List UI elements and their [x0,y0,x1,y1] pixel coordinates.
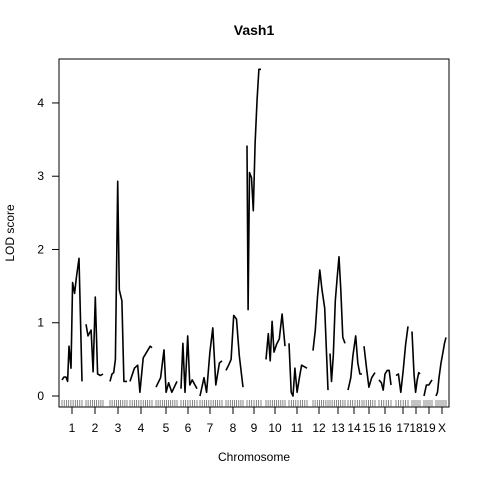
x-tick-label: 14 [347,421,361,435]
y-axis-label: LOD score [3,204,17,262]
x-tick-label: 5 [163,421,170,435]
x-axis-label: Chromosome [218,450,290,464]
y-tick-label: 1 [37,316,44,330]
x-tick-label: 10 [268,421,282,435]
x-tick-label: 8 [230,421,237,435]
x-tick-label: 15 [362,421,376,435]
x-tick-label: 17 [396,421,410,435]
y-tick-label: 4 [37,96,44,110]
x-tick-label: 16 [378,421,392,435]
x-tick-label: X [438,421,446,435]
x-tick-label: 12 [312,421,326,435]
x-tick-label: 7 [207,421,214,435]
chart-title: Vash1 [234,22,275,38]
x-tick-label: 9 [251,421,258,435]
x-tick-label: 18 [409,421,423,435]
y-tick-label: 0 [37,389,44,403]
x-tick-label: 13 [331,421,345,435]
x-tick-label: 1 [69,421,76,435]
y-tick-label: 3 [37,169,44,183]
y-tick-label: 2 [37,242,44,256]
x-tick-label: 19 [422,421,436,435]
x-tick-label: 2 [92,421,99,435]
x-tick-label: 3 [115,421,122,435]
x-tick-label: 11 [291,421,304,435]
x-tick-label: 4 [138,421,145,435]
x-tick-label: 6 [185,421,192,435]
